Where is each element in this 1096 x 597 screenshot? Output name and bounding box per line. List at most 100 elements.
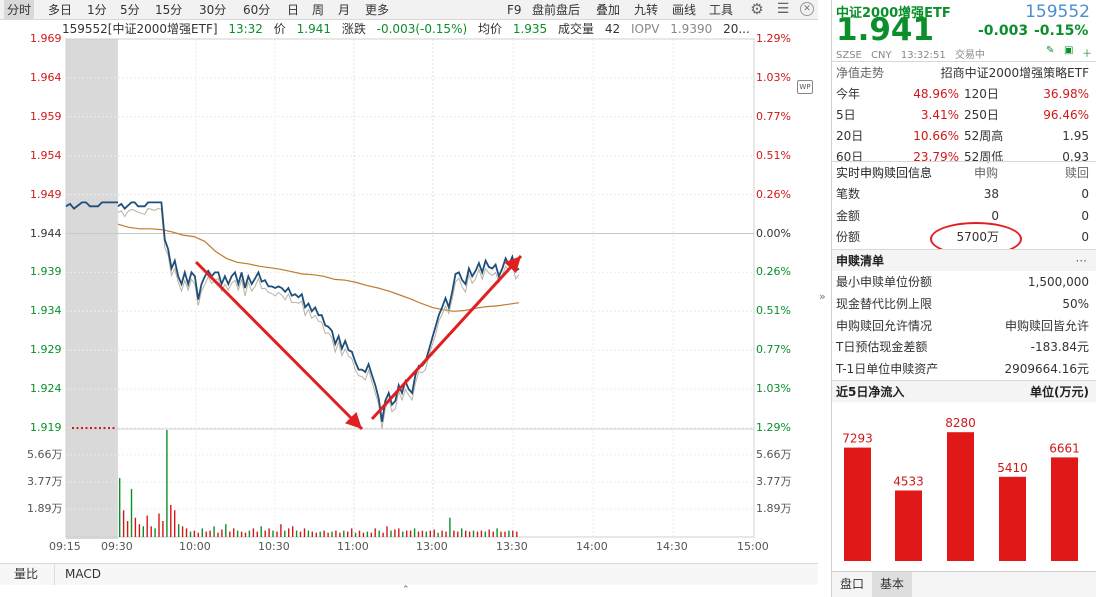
toolbar-button-3[interactable]: 九转 <box>634 3 659 17</box>
volume-bar <box>154 528 156 537</box>
volume-bar <box>351 528 353 537</box>
timeframe-tab-4[interactable]: 15分 <box>155 3 183 17</box>
realtime-header: 实时申购赎回信息 申购 赎回 <box>832 161 1096 183</box>
volume-bar <box>362 532 365 537</box>
time-tick: 15:00 <box>737 540 769 553</box>
timeframe-tab-8[interactable]: 周 <box>312 3 325 17</box>
avg-value: 1.935 <box>512 22 548 36</box>
save-icon[interactable]: ▣ <box>1064 45 1074 56</box>
time-tick: 10:30 <box>258 540 290 553</box>
toolbar-button-2[interactable]: 叠加 <box>596 3 621 17</box>
pre-market-volume <box>112 427 115 429</box>
price-tick: 1.959 <box>30 109 62 123</box>
volume-bar <box>295 530 298 537</box>
timeframe-tab-5[interactable]: 30分 <box>199 3 227 17</box>
collapse-panel-icon[interactable]: » <box>819 290 826 303</box>
wp-icon[interactable]: WP <box>797 80 813 94</box>
menu-icon[interactable]: ☰ <box>776 1 790 17</box>
toolbar-button-5[interactable]: 工具 <box>709 3 734 17</box>
percent-tick: 0.77% <box>756 109 791 123</box>
inflow-bar <box>844 447 871 561</box>
volume-bar <box>347 531 349 537</box>
list-value: 申购赎回皆允许 <box>1004 318 1089 333</box>
tab-order-book[interactable]: 盘口 <box>840 577 865 591</box>
panel-change-pct: -0.15% <box>1034 23 1089 39</box>
volume-bar <box>508 530 510 537</box>
tab-basic[interactable]: 基本 <box>872 572 913 597</box>
quote-time: 13:32 <box>228 22 263 36</box>
volume-bar <box>339 532 341 537</box>
timeframe-tab-1[interactable]: 多日 <box>48 3 73 17</box>
close-icon[interactable]: ✕ <box>800 2 814 16</box>
volume-bar <box>193 530 196 537</box>
volume-bar <box>213 526 215 537</box>
timeframe-tab-0[interactable]: 分时 <box>4 0 35 20</box>
toolbar-button-0[interactable]: F9 <box>507 3 522 17</box>
volume-bar <box>512 530 514 537</box>
volume-bar <box>496 528 498 537</box>
realtime-subscribe: 0 <box>991 208 999 223</box>
timeframe-tab-3[interactable]: 5分 <box>120 3 140 17</box>
add-icon[interactable]: ＋ <box>1082 49 1092 60</box>
volume-bar <box>492 531 494 537</box>
pre-market-volume <box>72 427 74 429</box>
time-tick: 13:00 <box>416 540 448 553</box>
list-label: 最小申赎单位份额 <box>836 275 933 289</box>
timeframe-tab-7[interactable]: 日 <box>287 3 300 17</box>
trading-status: 交易中 <box>954 50 985 61</box>
toolbar-button-1[interactable]: 盘前盘后 <box>532 3 581 17</box>
volume-bar <box>280 524 282 537</box>
volume-bar <box>130 488 133 537</box>
volume-bar <box>390 530 392 537</box>
percent-tick: 0.51% <box>756 148 791 162</box>
percent-tick: 1.03% <box>756 382 791 396</box>
volume-bar <box>233 528 235 537</box>
volume-bar <box>229 531 231 537</box>
volume-bar <box>394 529 396 537</box>
time-tick: 14:00 <box>576 540 608 553</box>
timeframe-tab-9[interactable]: 月 <box>338 3 351 17</box>
volume-bar <box>189 531 192 537</box>
percent-tick: 0.26% <box>756 187 791 201</box>
time-tick: 13:30 <box>496 540 528 553</box>
perf-row: 60日 23.79% 52周低 0.93 <box>832 146 1096 168</box>
list-more-button[interactable]: ··· <box>1075 254 1087 268</box>
perf-value: 23.79% <box>913 150 959 164</box>
trend-row[interactable]: 净值走势 招商中证2000增强策略ETF <box>832 61 1096 83</box>
volume-bar <box>292 526 294 537</box>
gear-icon[interactable]: ⚙ <box>750 0 764 18</box>
volume-bar <box>433 529 435 537</box>
exchange: SZSE <box>836 50 862 61</box>
price-tick: 1.929 <box>30 343 62 357</box>
timeframe-tab-2[interactable]: 1分 <box>87 3 107 17</box>
expand-up-icon[interactable]: ⌃ <box>402 585 410 595</box>
price-tick: 1.944 <box>30 226 62 240</box>
tab-volume-ratio[interactable]: 量比 <box>14 567 39 581</box>
percent-tick: 0.26% <box>756 265 791 279</box>
volume-bar <box>445 531 447 537</box>
realtime-redeem: 0 <box>1081 208 1089 223</box>
volume-bar <box>119 478 121 537</box>
realtime-redeem: 0 <box>1081 187 1089 201</box>
intraday-chart[interactable] <box>0 0 818 563</box>
list-label: T-1日单位申赎资产 <box>836 362 939 377</box>
volume-bar <box>170 504 172 537</box>
perf-label: 5日 <box>836 108 856 122</box>
timeframe-tab-6[interactable]: 60分 <box>243 3 271 17</box>
volume-bar <box>201 528 203 537</box>
pre-market-volume <box>85 427 88 429</box>
volume-bar <box>472 530 475 537</box>
toolbar-button-4[interactable]: 画线 <box>672 3 697 17</box>
timeframe-tab-10[interactable]: 更多 <box>365 3 390 17</box>
edit-icon[interactable]: ✎ <box>1046 45 1055 56</box>
tab-macd[interactable]: MACD <box>54 564 111 585</box>
panel-tabs: 盘口 基本 <box>832 571 1096 597</box>
change-label: 涨跌 <box>341 22 366 36</box>
volume-bar <box>425 531 427 537</box>
volume-bar <box>465 530 467 537</box>
volume-bar <box>185 528 188 537</box>
volume-bar <box>268 528 270 537</box>
time-tick: 14:30 <box>656 540 688 553</box>
volume-bar <box>457 531 459 537</box>
list-title: 申赎清单 <box>836 254 885 268</box>
